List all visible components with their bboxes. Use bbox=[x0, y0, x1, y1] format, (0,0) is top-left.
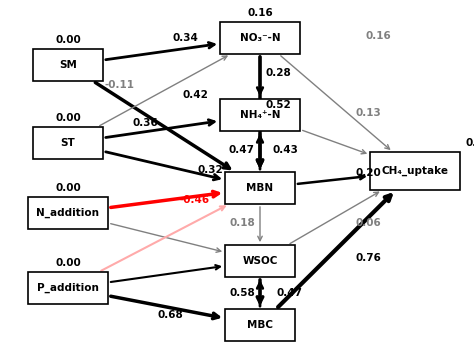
Text: 0.06: 0.06 bbox=[355, 218, 381, 228]
Text: 0.58: 0.58 bbox=[229, 288, 255, 298]
FancyBboxPatch shape bbox=[370, 152, 460, 190]
FancyBboxPatch shape bbox=[220, 99, 300, 131]
Text: CH₄_uptake: CH₄_uptake bbox=[382, 166, 448, 176]
Text: 0.47: 0.47 bbox=[229, 145, 255, 155]
Text: MBC: MBC bbox=[247, 320, 273, 330]
Text: ST: ST bbox=[61, 138, 75, 148]
Text: 0.00: 0.00 bbox=[55, 113, 81, 123]
Text: 0.00: 0.00 bbox=[55, 35, 81, 45]
Text: 0.18: 0.18 bbox=[229, 218, 255, 228]
FancyBboxPatch shape bbox=[225, 309, 295, 341]
Text: -0.46: -0.46 bbox=[180, 195, 210, 205]
Text: WSOC: WSOC bbox=[242, 256, 278, 266]
Text: 0.52: 0.52 bbox=[265, 100, 291, 110]
FancyBboxPatch shape bbox=[28, 197, 108, 229]
Text: SM: SM bbox=[59, 60, 77, 70]
FancyBboxPatch shape bbox=[225, 245, 295, 277]
Text: 0.76: 0.76 bbox=[355, 253, 381, 263]
Text: 0.28: 0.28 bbox=[265, 68, 291, 78]
Text: 0.68: 0.68 bbox=[157, 310, 183, 320]
FancyBboxPatch shape bbox=[33, 127, 103, 159]
Text: P_addition: P_addition bbox=[37, 283, 99, 293]
FancyBboxPatch shape bbox=[33, 49, 103, 81]
Text: 0.47: 0.47 bbox=[277, 288, 303, 298]
Text: 0.34: 0.34 bbox=[172, 33, 198, 43]
Text: 0.42: 0.42 bbox=[182, 90, 208, 100]
Text: 0.00: 0.00 bbox=[55, 183, 81, 193]
Text: 0.32: 0.32 bbox=[197, 165, 223, 175]
Text: NO₃⁻-N: NO₃⁻-N bbox=[240, 33, 280, 43]
Text: -0.11: -0.11 bbox=[105, 80, 135, 90]
Text: 0.16: 0.16 bbox=[365, 31, 391, 41]
FancyBboxPatch shape bbox=[28, 272, 108, 304]
Text: NH₄⁺-N: NH₄⁺-N bbox=[240, 110, 280, 120]
Text: 0.13: 0.13 bbox=[355, 108, 381, 118]
Text: 0.16: 0.16 bbox=[247, 8, 273, 18]
Text: MBN: MBN bbox=[246, 183, 273, 193]
Text: 0.00: 0.00 bbox=[55, 258, 81, 268]
FancyBboxPatch shape bbox=[225, 172, 295, 204]
Text: 0.20: 0.20 bbox=[355, 168, 381, 178]
Text: 0.43: 0.43 bbox=[272, 145, 298, 155]
Text: N_addition: N_addition bbox=[36, 208, 100, 218]
FancyBboxPatch shape bbox=[220, 22, 300, 54]
Text: 0.70: 0.70 bbox=[466, 138, 474, 148]
Text: 0.36: 0.36 bbox=[132, 118, 158, 128]
